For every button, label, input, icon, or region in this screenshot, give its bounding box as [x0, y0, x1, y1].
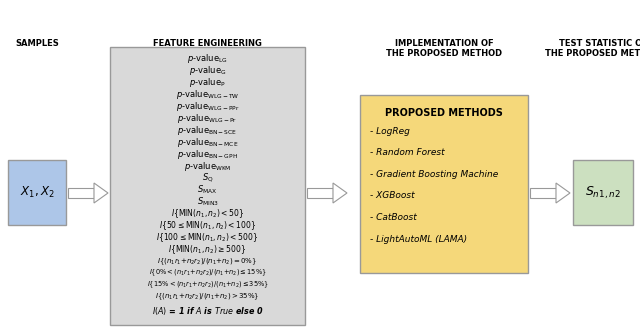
- Text: $I\{50 \leq {\rm MIN}(n_1,n_2) < 100\}$: $I\{50 \leq {\rm MIN}(n_1,n_2) < 100\}$: [159, 219, 256, 232]
- Text: $S_{n1,n2}$: $S_{n1,n2}$: [585, 184, 621, 201]
- Text: $p$-value$_{\mathregular{P}}$: $p$-value$_{\mathregular{P}}$: [189, 76, 226, 89]
- Text: - XGBoost: - XGBoost: [370, 191, 415, 200]
- Text: $S_{\mathregular{MAX}}$: $S_{\mathregular{MAX}}$: [197, 184, 218, 196]
- Text: $\mathit{I(A)}$ = 1 if $\mathit{A}$ is $\mathit{True}$ else 0: $\mathit{I(A)}$ = 1 if $\mathit{A}$ is $…: [152, 305, 263, 317]
- Polygon shape: [94, 183, 108, 203]
- Polygon shape: [556, 183, 570, 203]
- Text: $p$-value$_{\mathregular{LG}}$: $p$-value$_{\mathregular{LG}}$: [187, 53, 228, 66]
- Polygon shape: [333, 183, 347, 203]
- Text: - LightAutoML (LAMA): - LightAutoML (LAMA): [370, 235, 467, 244]
- Text: $I\{{\rm MIN}(n_1,n_2) < 50\}$: $I\{{\rm MIN}(n_1,n_2) < 50\}$: [171, 207, 244, 220]
- Text: - Random Forest: - Random Forest: [370, 148, 445, 157]
- Text: $I\{(n_1r_1{+}n_2r_2)/(n_1{+}n_2) > 35\%\}$: $I\{(n_1r_1{+}n_2r_2)/(n_1{+}n_2) > 35\%…: [156, 292, 260, 302]
- Text: $p$-value$_{\mathregular{G}}$: $p$-value$_{\mathregular{G}}$: [189, 64, 226, 77]
- Text: TEST STATISTIC OF
THE PROPOSED METHOD: TEST STATISTIC OF THE PROPOSED METHOD: [545, 39, 640, 58]
- Text: $I\{(n_1r_1{+}n_2r_2)/(n_1{+}n_2) = 0\%\}$: $I\{(n_1r_1{+}n_2r_2)/(n_1{+}n_2) = 0\%\…: [157, 256, 257, 267]
- Text: SAMPLES: SAMPLES: [15, 39, 59, 48]
- Bar: [573, 160, 633, 225]
- Text: PROPOSED METHODS: PROPOSED METHODS: [385, 108, 503, 118]
- Text: $p$-value$_{\mathregular{WLG-Pr}}$: $p$-value$_{\mathregular{WLG-Pr}}$: [177, 112, 237, 125]
- Text: - CatBoost: - CatBoost: [370, 213, 417, 222]
- Bar: [68, 188, 94, 198]
- Text: $p$-value$_{\mathregular{WLG-PPr}}$: $p$-value$_{\mathregular{WLG-PPr}}$: [176, 100, 239, 113]
- Text: $p$-value$_{\mathregular{BN-GPH}}$: $p$-value$_{\mathregular{BN-GPH}}$: [177, 148, 238, 161]
- Text: $p$-value$_{\mathregular{BN-SCE}}$: $p$-value$_{\mathregular{BN-SCE}}$: [177, 124, 237, 137]
- Bar: [8, 160, 66, 225]
- Bar: [110, 47, 305, 325]
- Bar: [530, 188, 556, 198]
- Text: IMPLEMENTATION OF
THE PROPOSED METHOD: IMPLEMENTATION OF THE PROPOSED METHOD: [386, 39, 502, 58]
- Bar: [360, 95, 528, 273]
- Text: $S_{\mathregular{MIN3}}$: $S_{\mathregular{MIN3}}$: [196, 195, 218, 208]
- Text: - Gradient Boosting Machine: - Gradient Boosting Machine: [370, 170, 499, 179]
- Text: $p$-value$_{\mathregular{WKM}}$: $p$-value$_{\mathregular{WKM}}$: [184, 160, 231, 172]
- Bar: [307, 188, 333, 198]
- Text: $I\{15\% < (n_1r_1{+}n_2r_2)/(n_1{+}n_2) \leq 35\%\}$: $I\{15\% < (n_1r_1{+}n_2r_2)/(n_1{+}n_2)…: [147, 280, 269, 290]
- Text: FEATURE ENGINEERING: FEATURE ENGINEERING: [153, 39, 262, 48]
- Text: - LogReg: - LogReg: [370, 127, 410, 136]
- Text: $I\{100 \leq {\rm MIN}(n_1,n_2) < 500\}$: $I\{100 \leq {\rm MIN}(n_1,n_2) < 500\}$: [156, 231, 259, 244]
- Text: $p$-value$_{\mathregular{WLG-TW}}$: $p$-value$_{\mathregular{WLG-TW}}$: [176, 88, 239, 101]
- Text: $X_1, X_2$: $X_1, X_2$: [20, 185, 54, 200]
- Text: $p$-value$_{\mathregular{BN-MCE}}$: $p$-value$_{\mathregular{BN-MCE}}$: [177, 136, 238, 149]
- Text: $S_{\mathregular{Q}}$: $S_{\mathregular{Q}}$: [202, 171, 213, 184]
- Text: $I\{0\% < (n_1r_1{+}n_2r_2)/(n_1{+}n_2) \leq 15\%\}$: $I\{0\% < (n_1r_1{+}n_2r_2)/(n_1{+}n_2) …: [148, 268, 266, 278]
- Text: $I\{{\rm MIN}(n_1,n_2) \geq 500\}$: $I\{{\rm MIN}(n_1,n_2) \geq 500\}$: [168, 243, 246, 256]
